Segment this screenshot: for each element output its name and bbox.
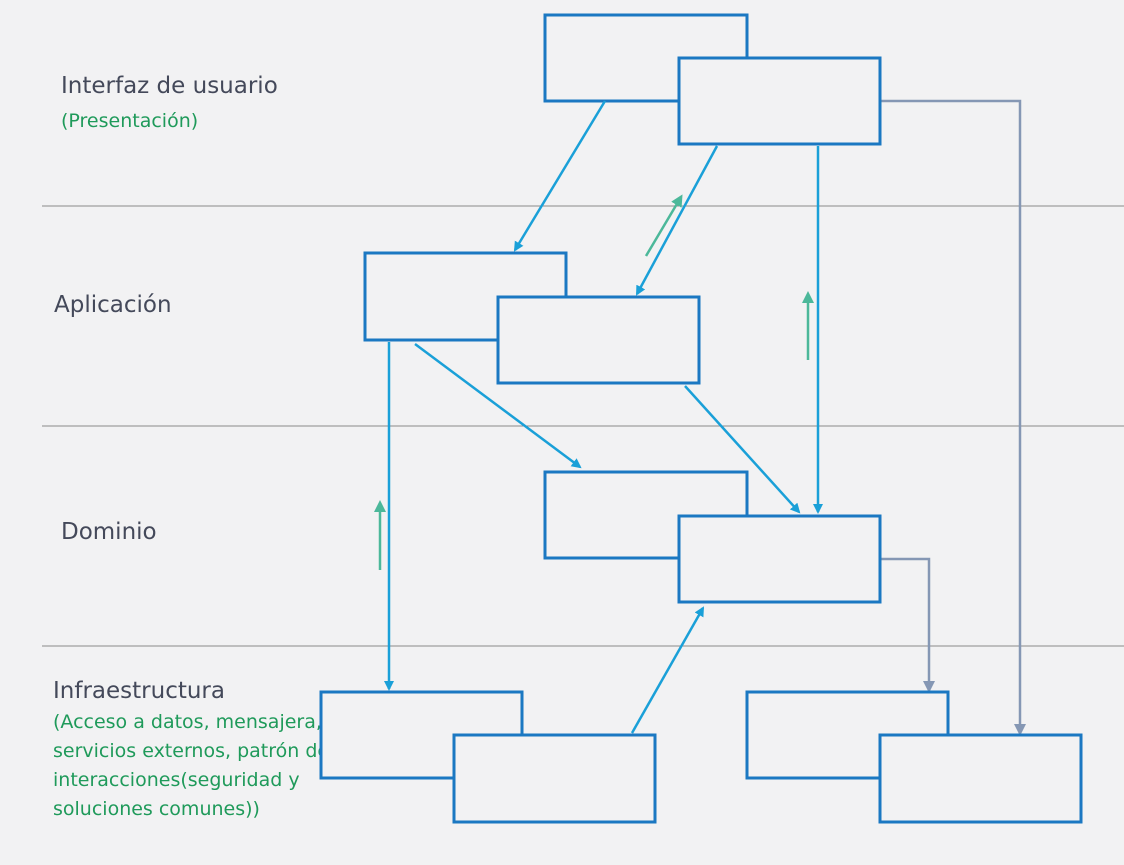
- layer-label-ui: Interfaz de usuario: [61, 73, 278, 99]
- layer-sublabel-ui: (Presentación): [61, 110, 199, 132]
- dependency-arrow: [414, 342, 582, 469]
- connector-ui-to-infra: [880, 99, 1026, 736]
- layer-label-infra: Infraestructura: [53, 678, 225, 704]
- layer-label-domain: Dominio: [61, 519, 157, 545]
- component-box: [878, 733, 1083, 824]
- dependency-arrow: [630, 606, 705, 734]
- component-box: [452, 733, 657, 824]
- component-box: [677, 514, 882, 604]
- dependency-arrow: [635, 145, 719, 296]
- layer-sublabel-infra: (Acceso a datos, mensajera, servicios ex…: [53, 711, 330, 820]
- dependency-arrow: [513, 100, 607, 252]
- flow-up-arrow: [644, 194, 683, 257]
- connector-domain-to-infra: [880, 557, 935, 693]
- dependency-arrow: [684, 385, 801, 514]
- component-box: [677, 56, 882, 146]
- layer-label-app: Aplicación: [54, 292, 172, 318]
- component-box: [496, 295, 701, 385]
